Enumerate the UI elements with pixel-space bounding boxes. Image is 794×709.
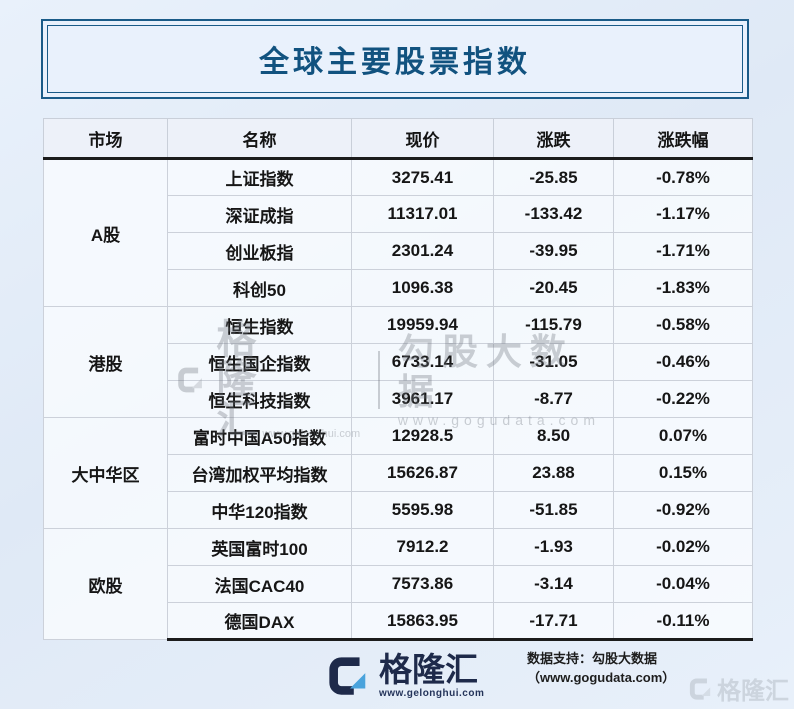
data-support-text: 数据支持：勾股大数据（www.gogudata.com） (527, 651, 676, 685)
pct-cell: -0.22% (613, 380, 753, 418)
name-cell: 法国CAC40 (167, 565, 352, 603)
table-row: 科创50 1096.38 -20.45 -1.83% (44, 269, 753, 307)
change-cell: 23.88 (493, 454, 614, 492)
pct-cell: -0.46% (613, 343, 753, 381)
change-cell: -115.79 (493, 306, 614, 344)
table-row: 创业板指 2301.24 -39.95 -1.71% (44, 232, 753, 270)
name-cell: 恒生科技指数 (167, 380, 352, 418)
gelonghui-logo-icon (329, 657, 366, 695)
name-cell: 英国富时100 (167, 528, 352, 566)
price-cell: 15863.95 (351, 602, 494, 641)
pct-cell: -1.71% (613, 232, 753, 270)
name-cell: 恒生指数 (167, 306, 352, 344)
table-row: 法国CAC40 7573.86 -3.14 -0.04% (44, 565, 753, 603)
change-cell: -31.05 (493, 343, 614, 381)
price-cell: 1096.38 (351, 269, 494, 307)
name-cell: 创业板指 (167, 232, 352, 270)
header-cell-change: 涨跌 (493, 118, 614, 160)
table-row: A股 上证指数 3275.41 -25.85 -0.78% (43, 158, 753, 307)
price-cell: 15626.87 (351, 454, 494, 492)
table-row: 德国DAX 15863.95 -17.71 -0.11% (44, 602, 753, 641)
name-cell: 上证指数 (167, 158, 352, 196)
title-banner: 全球主要股票指数 (41, 19, 749, 99)
header-cell-pct: 涨跌幅 (613, 118, 753, 160)
change-cell: -8.77 (493, 380, 614, 418)
footer-brand-url: www.gelonghui.com (379, 687, 485, 699)
change-cell: -20.45 (493, 269, 614, 307)
price-cell: 19959.94 (351, 306, 494, 344)
pct-cell: -1.17% (613, 195, 753, 233)
pct-cell: -0.02% (613, 528, 753, 566)
page-title: 全球主要股票指数 (259, 46, 531, 79)
change-cell: 8.50 (493, 417, 614, 455)
price-cell: 3275.41 (351, 158, 494, 196)
pct-cell: -0.11% (613, 602, 753, 641)
table-row: 台湾加权平均指数 15626.87 23.88 0.15% (44, 454, 753, 492)
header-cell-market: 市场 (43, 118, 168, 160)
index-table: 市场 名称 现价 涨跌 涨跌幅 A股 上证指数 3275.41 -25.85 -… (43, 118, 753, 641)
change-cell: -51.85 (493, 491, 614, 529)
name-cell: 恒生国企指数 (167, 343, 352, 381)
pct-cell: -0.04% (613, 565, 753, 603)
change-cell: -133.42 (493, 195, 614, 233)
name-cell: 富时中国A50指数 (167, 417, 352, 455)
price-cell: 3961.17 (351, 380, 494, 418)
price-cell: 12928.5 (351, 417, 494, 455)
footer-logo: 格隆汇 www.gelonghui.com (326, 651, 485, 699)
pct-cell: -0.58% (613, 306, 753, 344)
table-row: 恒生国企指数 6733.14 -31.05 -0.46% (44, 343, 753, 381)
pct-cell: -0.78% (613, 158, 753, 196)
name-cell: 台湾加权平均指数 (167, 454, 352, 492)
header-cell-price: 现价 (351, 118, 494, 160)
table-row: 欧股 英国富时100 7912.2 -1.93 -0.02% (43, 528, 753, 640)
price-cell: 7573.86 (351, 565, 494, 603)
market-cell: 欧股 (43, 528, 168, 640)
pct-cell: -1.83% (613, 269, 753, 307)
name-cell: 深证成指 (167, 195, 352, 233)
market-cell: 大中华区 (43, 417, 168, 529)
market-cell: 港股 (43, 306, 168, 418)
name-cell: 德国DAX (167, 602, 352, 641)
header-cell-name: 名称 (167, 118, 352, 160)
table-row: 大中华区 富时中国A50指数 12928.5 8.50 0.07% (43, 417, 753, 529)
change-cell: -25.85 (493, 158, 614, 196)
change-cell: -17.71 (493, 602, 614, 641)
change-cell: -1.93 (493, 528, 614, 566)
price-cell: 2301.24 (351, 232, 494, 270)
price-cell: 5595.98 (351, 491, 494, 529)
name-cell: 中华120指数 (167, 491, 352, 529)
name-cell: 科创50 (167, 269, 352, 307)
pct-cell: -0.92% (613, 491, 753, 529)
table-row: 港股 恒生指数 19959.94 -115.79 -0.58% (43, 306, 753, 418)
footer-brand-name: 格隆汇 (379, 651, 478, 688)
price-cell: 6733.14 (351, 343, 494, 381)
title-banner-inner-border: 全球主要股票指数 (47, 25, 743, 93)
table-row: 中华120指数 5595.98 -51.85 -0.92% (44, 491, 753, 529)
table-header-row: 市场 名称 现价 涨跌 涨跌幅 (43, 118, 753, 160)
table-row: 深证成指 11317.01 -133.42 -1.17% (44, 195, 753, 233)
change-cell: -39.95 (493, 232, 614, 270)
pct-cell: 0.15% (613, 454, 753, 492)
price-cell: 7912.2 (351, 528, 494, 566)
change-cell: -3.14 (493, 565, 614, 603)
market-cell: A股 (43, 158, 168, 307)
price-cell: 11317.01 (351, 195, 494, 233)
pct-cell: 0.07% (613, 417, 753, 455)
